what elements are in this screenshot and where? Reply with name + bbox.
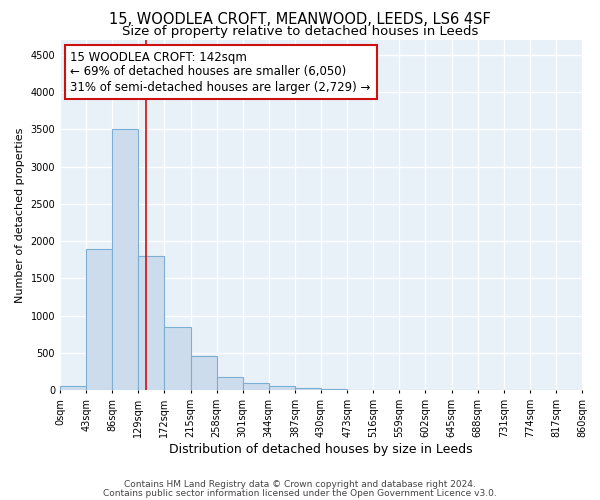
Bar xyxy=(164,326,191,390)
Bar xyxy=(60,386,86,390)
Bar xyxy=(139,256,164,390)
Y-axis label: Number of detached properties: Number of detached properties xyxy=(15,128,25,302)
X-axis label: Distribution of detached houses by size in Leeds: Distribution of detached houses by size … xyxy=(169,442,473,456)
Text: 15, WOODLEA CROFT, MEANWOOD, LEEDS, LS6 4SF: 15, WOODLEA CROFT, MEANWOOD, LEEDS, LS6 … xyxy=(109,12,491,28)
Bar xyxy=(191,356,217,390)
Text: Contains public sector information licensed under the Open Government Licence v3: Contains public sector information licen… xyxy=(103,488,497,498)
Bar xyxy=(112,130,139,390)
Bar xyxy=(321,388,347,390)
Bar xyxy=(295,388,321,390)
Text: 15 WOODLEA CROFT: 142sqm
← 69% of detached houses are smaller (6,050)
31% of sem: 15 WOODLEA CROFT: 142sqm ← 69% of detach… xyxy=(70,50,371,94)
Text: Size of property relative to detached houses in Leeds: Size of property relative to detached ho… xyxy=(122,25,478,38)
Bar xyxy=(269,386,295,390)
Bar xyxy=(86,248,112,390)
Text: Contains HM Land Registry data © Crown copyright and database right 2024.: Contains HM Land Registry data © Crown c… xyxy=(124,480,476,489)
Bar xyxy=(217,378,242,390)
Bar xyxy=(243,384,269,390)
